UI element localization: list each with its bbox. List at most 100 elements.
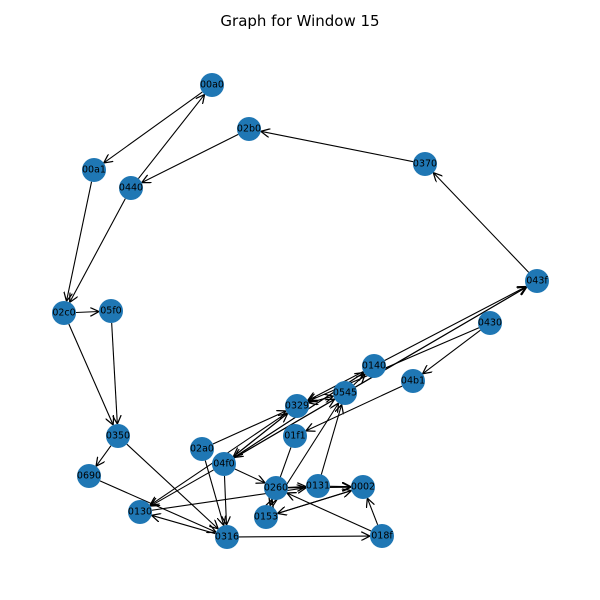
node-018f: 018f — [370, 524, 394, 548]
node-circle — [285, 394, 309, 418]
node-0545: 0545 — [333, 381, 357, 405]
node-circle — [478, 311, 502, 335]
node-0440: 0440 — [119, 176, 143, 200]
edge-04f0-to-0130 — [150, 469, 214, 506]
node-label: 0260 — [264, 483, 288, 494]
node-circle — [283, 424, 307, 448]
node-label: 00a1 — [82, 165, 106, 176]
edge-0440-to-02c0 — [70, 198, 126, 303]
edge-0350-to-0690 — [96, 445, 112, 467]
node-label: 0350 — [106, 431, 130, 442]
node-02a0: 02a0 — [190, 437, 214, 461]
node-circle — [119, 176, 143, 200]
node-circle — [370, 524, 394, 548]
node-0131: 0131 — [306, 474, 330, 498]
node-0130: 0130 — [128, 500, 152, 524]
node-circle — [401, 369, 425, 393]
node-04b1: 04b1 — [401, 369, 425, 393]
edge-0316-to-018f — [238, 536, 370, 537]
graph-title: Graph for Window 15 — [220, 12, 380, 30]
edge-0329-to-04f0 — [233, 413, 288, 456]
edge-02a0-to-0316 — [204, 460, 223, 526]
node-layer: 00a0 00a1 0440 02b0 0370 043f 02c0 05f0 0430 0140… — [52, 73, 549, 549]
edge-02c0-to-0350 — [68, 323, 113, 425]
node-circle — [413, 152, 437, 176]
node-label: 0130 — [128, 507, 152, 518]
node-label: 0002 — [351, 482, 375, 493]
edge-05f0-to-0350 — [111, 322, 118, 424]
node-00a0: 00a0 — [200, 73, 224, 97]
node-01f1: 01f1 — [283, 424, 307, 448]
node-circle — [212, 452, 236, 476]
edge-0430-to-04b1 — [423, 329, 481, 374]
node-label: 018f — [371, 531, 393, 542]
node-circle — [362, 354, 386, 378]
node-04f0: 04f0 — [212, 452, 236, 476]
node-043f: 043f — [525, 269, 549, 293]
node-00a1: 00a1 — [82, 158, 106, 182]
node-label: 05f0 — [100, 306, 121, 317]
edge-0153-to-0002 — [277, 491, 351, 514]
edge-0316-to-0130 — [152, 515, 216, 535]
edge-04f0-to-0545 — [234, 399, 334, 459]
node-circle — [525, 269, 549, 293]
edge-0545-to-0329 — [309, 395, 334, 403]
node-0002: 0002 — [351, 475, 375, 499]
node-label: 0370 — [413, 159, 437, 170]
edge-0140-to-043f — [384, 287, 527, 361]
node-label: 043f — [526, 276, 548, 287]
edge-018f-to-0260 — [287, 493, 372, 532]
node-0153: 0153 — [254, 505, 278, 529]
node-02c0: 02c0 — [52, 301, 76, 325]
node-label: 01f1 — [284, 431, 305, 442]
node-label: 0153 — [254, 512, 278, 523]
node-02b0: 02b0 — [237, 117, 261, 141]
edge-04b1-to-01f1 — [306, 385, 403, 431]
edge-00a1-to-02c0 — [66, 181, 93, 302]
node-0690: 0690 — [77, 464, 101, 488]
node-circle — [306, 474, 330, 498]
node-label: 00a0 — [200, 80, 224, 91]
edge-00a0-to-00a1 — [104, 91, 203, 163]
node-label: 0329 — [285, 401, 309, 412]
edge-0440-to-00a0 — [137, 94, 204, 179]
node-circle — [264, 476, 288, 500]
node-label: 04f0 — [213, 459, 234, 470]
edge-02a0-to-0329 — [212, 411, 286, 445]
node-circle — [77, 464, 101, 488]
node-0140: 0140 — [362, 354, 386, 378]
node-circle — [82, 158, 106, 182]
node-circle — [351, 475, 375, 499]
node-label: 0545 — [333, 388, 357, 399]
node-0316: 0316 — [215, 525, 239, 549]
node-label: 0140 — [362, 361, 386, 372]
edge-02b0-to-0440 — [142, 133, 239, 182]
node-label: 0690 — [77, 471, 101, 482]
edge-04f0-to-0316 — [224, 475, 226, 525]
node-label: 0440 — [119, 183, 143, 194]
node-circle — [106, 424, 130, 448]
edge-0131-to-0545 — [320, 405, 341, 475]
node-0430: 0430 — [478, 311, 502, 335]
node-label: 0316 — [215, 532, 239, 543]
node-label: 04b1 — [401, 376, 425, 387]
node-circle — [52, 301, 76, 325]
node-label: 0131 — [306, 481, 330, 492]
node-0260: 0260 — [264, 476, 288, 500]
node-0329: 0329 — [285, 394, 309, 418]
edge-layer — [66, 91, 530, 537]
node-label: 02c0 — [52, 308, 75, 319]
node-05f0: 05f0 — [99, 299, 123, 323]
edge-0370-to-02b0 — [261, 131, 414, 163]
node-0350: 0350 — [106, 424, 130, 448]
node-circle — [200, 73, 224, 97]
node-0370: 0370 — [413, 152, 437, 176]
edge-0690-to-0316 — [99, 480, 216, 532]
node-circle — [99, 299, 123, 323]
node-label: 02a0 — [190, 444, 214, 455]
node-label: 0430 — [478, 318, 502, 329]
edge-02c0-to-05f0 — [75, 312, 99, 313]
node-circle — [333, 381, 357, 405]
